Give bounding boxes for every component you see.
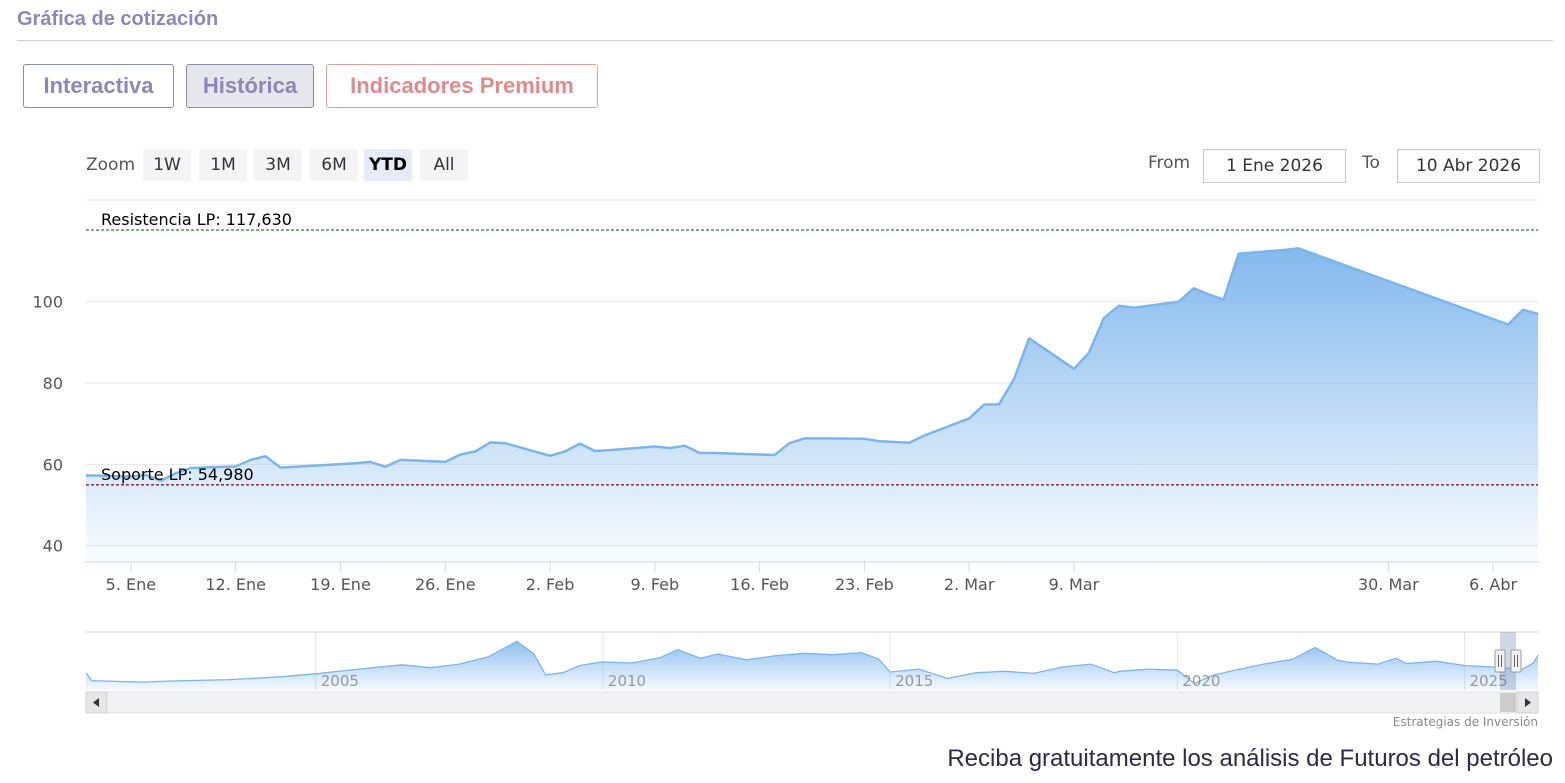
zoom-button-1w[interactable]: 1W — [143, 149, 191, 181]
navigator-line — [85, 640, 1539, 685]
navigator-selection — [1500, 632, 1516, 690]
x-tick-label: 16. Feb — [730, 575, 789, 594]
scrollbar-track[interactable] — [85, 691, 1539, 714]
zoom-button-3m[interactable]: 3M — [254, 149, 302, 181]
from-date-input[interactable]: 1 Ene 2026 — [1203, 149, 1346, 183]
x-tick-label: 6. Abr — [1469, 575, 1517, 594]
navigator-area — [86, 641, 1538, 690]
x-tick-label: 9. Mar — [1049, 575, 1100, 594]
chevron-right-icon — [1525, 698, 1531, 707]
navigator-tick-label: 2015 — [895, 672, 933, 690]
navigator-tick-label: 2020 — [1182, 672, 1220, 690]
navigator-handle-right[interactable] — [1510, 649, 1522, 673]
tab-indicadores-premium[interactable]: Indicadores Premium — [326, 64, 598, 108]
x-tick-label: 23. Feb — [835, 575, 894, 594]
x-tick-label: 9. Feb — [630, 575, 679, 594]
section-title: Gráfica de cotización — [17, 8, 219, 30]
navigator-handle-left[interactable] — [1494, 649, 1506, 673]
y-tick-label-100: 100 — [32, 293, 63, 312]
x-tick-label: 26. Ene — [415, 575, 476, 594]
x-tick-label: 2. Feb — [526, 575, 575, 594]
y-tick-label-40: 40 — [43, 537, 63, 556]
zoom-button-6m[interactable]: 6M — [310, 149, 358, 181]
support-label: Soporte LP: 54,980 — [101, 465, 254, 484]
to-date-input[interactable]: 10 Abr 2026 — [1397, 149, 1540, 183]
to-label: To — [1362, 153, 1380, 173]
zoom-button-all[interactable]: All — [420, 149, 468, 181]
scrollbar-thumb[interactable] — [1500, 693, 1516, 712]
navigator-tick-label: 2005 — [321, 672, 359, 690]
navigator-tick-label: 2010 — [608, 672, 646, 690]
x-tick-label: 2. Mar — [944, 575, 995, 594]
x-tick-label: 30. Mar — [1358, 575, 1419, 594]
title-divider — [17, 40, 1553, 41]
tab-historica[interactable]: Histórica — [186, 64, 314, 108]
x-tick-label: 5. Ene — [106, 575, 156, 594]
chevron-left-icon — [93, 698, 99, 707]
resistance-label: Resistencia LP: 117,630 — [101, 210, 292, 229]
zoom-button-1m[interactable]: 1M — [199, 149, 247, 181]
navigator-tick-label: 2025 — [1469, 672, 1507, 690]
zoom-label: Zoom — [86, 155, 136, 175]
x-tick-label: 12. Ene — [205, 575, 266, 594]
from-label: From — [1148, 153, 1191, 173]
series-area — [86, 248, 1538, 562]
x-tick-label: 19. Ene — [310, 575, 371, 594]
y-tick-label-60: 60 — [43, 455, 63, 474]
zoom-button-ytd[interactable]: YTD — [364, 149, 412, 181]
tab-interactiva[interactable]: Interactiva — [23, 64, 174, 108]
promo-text: Reciba gratuitamente los análisis de Fut… — [947, 745, 1553, 772]
chart-credits[interactable]: Estrategias de Inversión — [1392, 715, 1538, 729]
y-tick-label-80: 80 — [43, 374, 63, 393]
series-line — [85, 247, 1539, 482]
